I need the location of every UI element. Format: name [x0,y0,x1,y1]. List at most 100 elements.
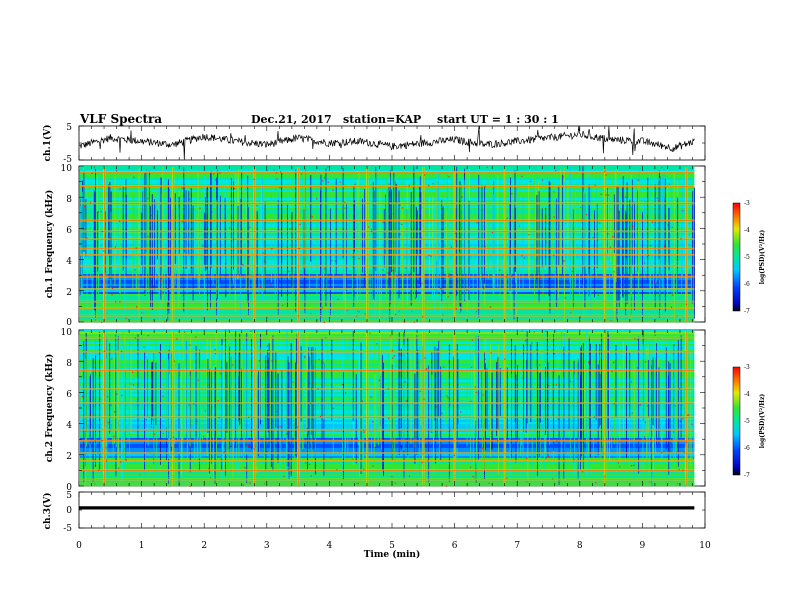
spectrogram-streak [320,190,321,322]
spectrogram-speckle [430,255,432,257]
spectrogram-freq-band [80,402,695,404]
spectrogram-row [80,400,695,403]
spectrogram-speckle [250,422,253,424]
spectrogram-speckle [552,478,554,480]
spectrogram-streak [159,197,161,321]
spectrogram-streak [673,345,675,457]
spectrogram-speckle [330,457,332,459]
spectrogram-streak [392,208,394,312]
spectrogram-row [80,422,695,425]
spectrogram-speckle [332,407,334,409]
spectrogram-streak [533,376,534,416]
spectrogram-streak [395,202,397,311]
spectrogram-streak [177,207,179,263]
spectrogram-streak [94,192,95,311]
spectrogram-streak [684,166,686,268]
spectrogram-streak [488,174,490,258]
spectrogram-speckle [318,358,320,361]
spectrogram-speckle [413,321,415,323]
spectrogram-streak [577,362,579,480]
spectrogram-speckle [289,228,291,230]
spectrogram-speckle [119,301,121,303]
spectrogram-speckle [264,253,266,255]
spectrogram-speckle [306,427,308,429]
spectrogram-speckle [305,462,307,464]
spectrogram-row [80,450,695,453]
spectrogram-speckle [224,275,226,277]
spectrogram-speckle [258,360,260,362]
spectrogram-speckle [646,405,648,407]
spectrogram-streak [619,364,621,464]
spectrogram-streak [672,351,674,477]
spectrogram-streak [335,178,337,276]
spectrogram-speckle [120,461,122,463]
spectrogram-streak [396,210,398,291]
spectrogram-speckle [276,178,278,180]
spectrogram-freq-band [80,276,695,278]
spectrogram-speckle [124,448,126,450]
spectrogram-streak [652,357,654,426]
spectrogram-speckle [100,211,102,213]
spectrogram-speckle [309,279,311,281]
ch2-colorbar-tick: -7 [744,472,750,479]
spectrogram-streak [137,334,139,441]
spectrogram-streak [575,189,577,279]
spectrogram-speckle [176,338,178,340]
spectrogram-streak [582,166,584,285]
spectrogram-streak [227,211,229,270]
spectrogram-streak [417,349,419,442]
spectrogram-streak [344,199,346,314]
spectrogram-streak [519,174,521,292]
spectrogram-speckle [91,172,93,174]
spectrogram-speckle [521,330,523,332]
spectrogram-speckle [317,388,319,390]
spectrogram-streak [258,204,260,298]
spectrogram-streak [212,372,214,439]
spectrogram-speckle [276,410,278,413]
spectrogram-streak [672,202,674,321]
spectrogram-speckle [489,306,492,308]
time-tick-label: 2 [201,541,207,551]
spectrogram-time-band [504,167,506,321]
spectrogram-speckle [352,256,354,258]
spectrogram-streak [198,343,200,428]
spectrogram-speckle [118,467,120,469]
spectrogram-streak [316,172,318,316]
spectrogram-speckle [521,175,523,177]
spectrogram-streak [676,210,678,310]
spectrogram-streak [521,368,523,446]
spectrogram-speckle [442,314,444,316]
spectrogram-freq-band [80,265,695,267]
spectrogram-speckle [344,201,346,203]
spectrogram-speckle [426,367,428,370]
spectrogram-streak [229,346,230,446]
spectrogram-speckle [131,371,134,373]
spectrogram-row [80,366,695,369]
spectrogram-streak [456,344,458,449]
spectrogram-speckle [396,275,398,277]
spectrogram-speckle [661,166,663,169]
spectrogram-streak [374,374,376,447]
spectrogram-speckle [619,441,621,443]
spectrogram-speckle [403,321,405,323]
spectrogram-speckle [162,432,164,435]
spectrogram-speckle [499,269,501,271]
spectrogram-streak [174,193,176,264]
spectrogram-streak [538,191,540,303]
spectrogram-streak [592,347,594,469]
spectrogram-streak [670,172,672,260]
ch3-ylabel: ch.3(V) [42,493,53,530]
spectrogram-streak [562,174,564,278]
spectrogram-time-band [454,167,456,321]
spectrogram-streak [154,199,156,291]
spectrogram-freq-band [80,307,695,309]
ch3-waveform-frame [78,491,706,529]
spectrogram-streak [499,206,501,299]
spectrogram-speckle [649,245,652,247]
spectrogram-streak [597,364,599,456]
spectrogram-speckle [189,344,191,346]
spectrogram-row [80,456,695,459]
spectrogram-row [80,340,695,343]
spectrogram-streak [199,368,201,460]
spectrogram-speckle [280,171,282,173]
